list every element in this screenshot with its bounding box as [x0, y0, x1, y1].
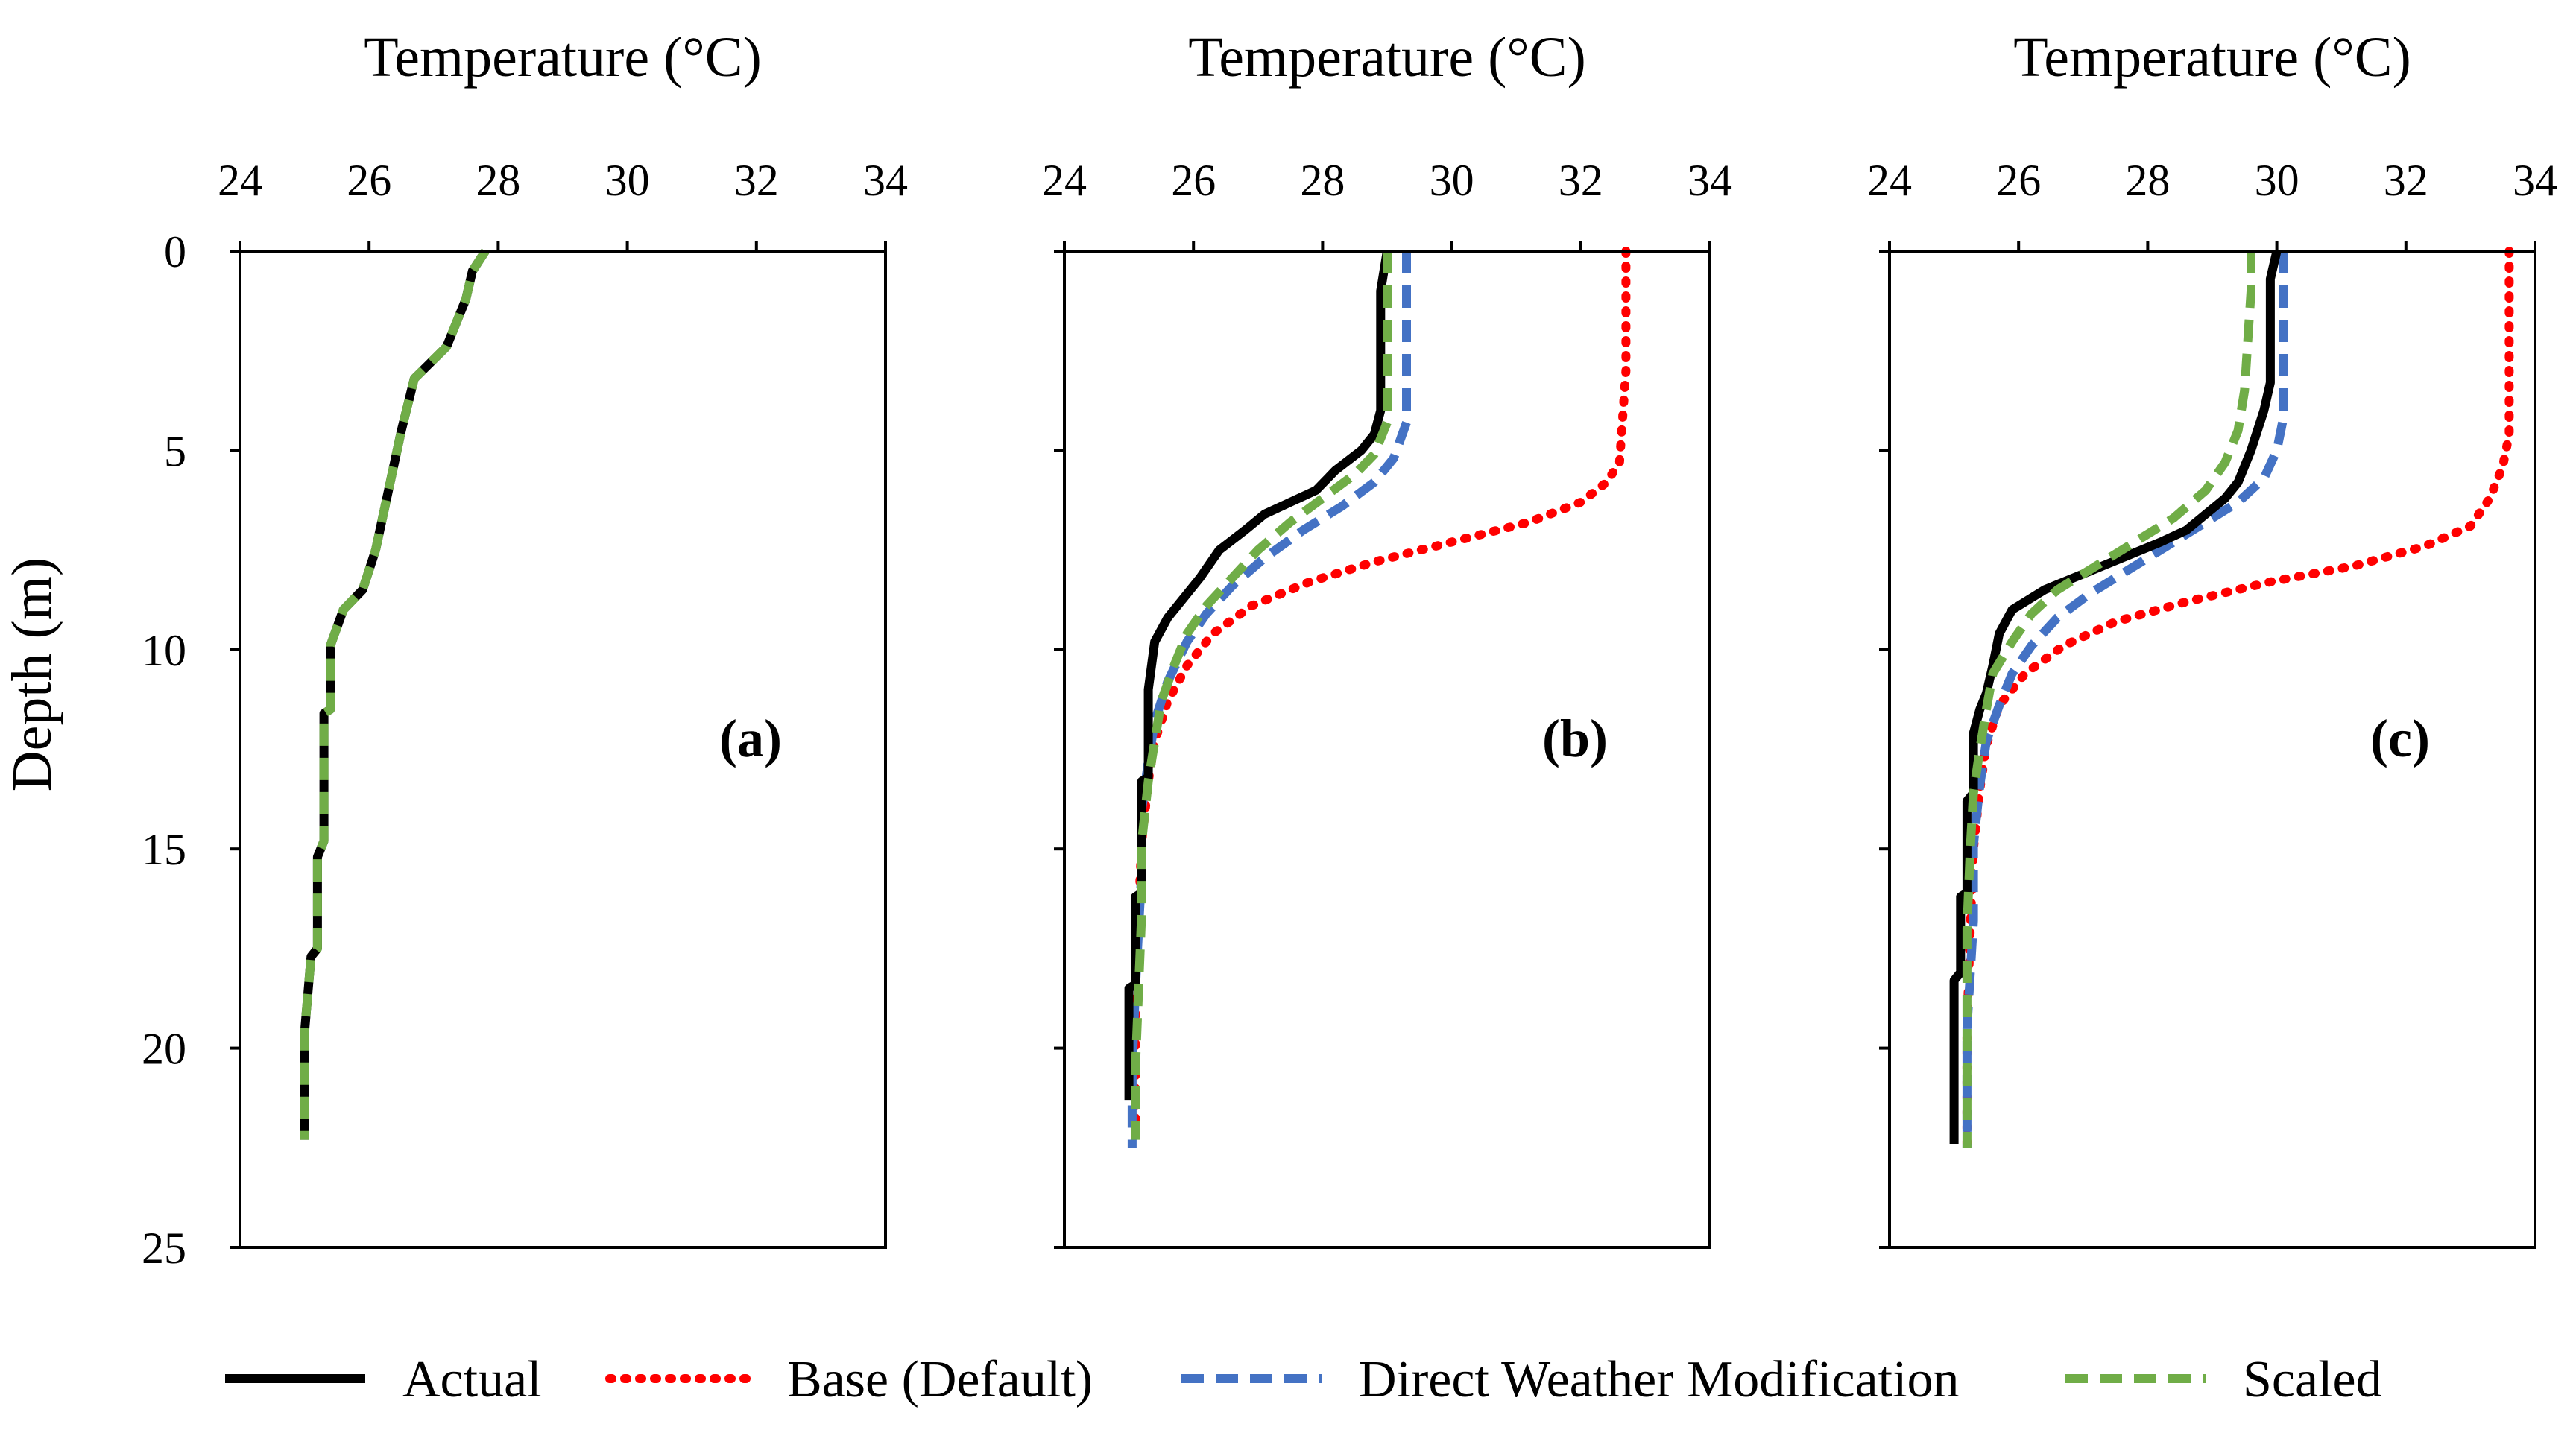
series-line-scaled [1962, 251, 2255, 1148]
plot-frame [239, 250, 887, 1249]
legend: Actual Base (Default) Direct Weather Modif… [225, 1351, 2382, 1408]
legend-entry-direct-weather-modification: Direct Weather Modification [1181, 1351, 1960, 1408]
x-tick-label: 34 [1688, 156, 1732, 205]
panels: Temperature (°C) 24 26 28 30 32 34 0 5 10 15 20 25 (a… [142, 26, 2557, 1273]
y-tick-label: 20 [142, 1025, 186, 1074]
panel-label: (b) [1542, 709, 1608, 768]
x-tick-label: 28 [476, 156, 520, 205]
chart-panel-1: Temperature (°C) 24 26 28 30 32 34 0 5 10 15 20 25 (a… [142, 26, 908, 1273]
legend-entry-base-default: Base (Default) [605, 1351, 1093, 1408]
chart-panel-2: Temperature (°C) 24 26 28 30 32 34 (b) [1042, 26, 1732, 1249]
legend-label: Base (Default) [787, 1351, 1093, 1408]
legend-label: Direct Weather Modification [1359, 1351, 1960, 1408]
y-tick-label: 5 [164, 426, 186, 475]
series-line-scaled [1131, 251, 1392, 1140]
x-tick-label: 30 [605, 156, 650, 205]
x-tick-label: 26 [347, 156, 391, 205]
y-tick-label: 0 [164, 227, 186, 276]
series-line-base-default [1962, 247, 2514, 1153]
x-tick-label: 32 [734, 156, 779, 205]
x-axis-title: Temperature (°C) [2013, 26, 2411, 89]
plot-frame [1888, 250, 2536, 1249]
x-tick-label: 30 [2255, 156, 2299, 205]
x-tick-label: 24 [1867, 156, 1912, 205]
x-tick-label: 34 [2513, 156, 2557, 205]
series-line-scaled [300, 248, 490, 1140]
plot-frame [1063, 250, 1711, 1249]
x-tick-label: 24 [1042, 156, 1087, 205]
panel-label: (a) [719, 709, 782, 768]
x-tick-label: 26 [1171, 156, 1216, 205]
x-tick-label: 28 [1300, 156, 1345, 205]
series-line-direct-weather-modification [1962, 251, 2288, 1148]
x-tick-label: 30 [1430, 156, 1474, 205]
legend-label: Actual [402, 1351, 542, 1408]
legend-label: Scaled [2243, 1351, 2382, 1408]
chart-panel-3: Temperature (°C) 24 26 28 30 32 34 (c) [1867, 26, 2557, 1249]
x-tick-label: 24 [218, 156, 262, 205]
x-tick-label: 32 [2384, 156, 2428, 205]
panel-label: (c) [2370, 709, 2430, 768]
x-tick-label: 28 [2125, 156, 2170, 205]
series-line-direct-weather-modification [1127, 251, 1411, 1148]
legend-entry-scaled: Scaled [2065, 1351, 2382, 1408]
y-tick-label: 25 [142, 1224, 186, 1273]
legend-entry-actual: Actual [225, 1351, 542, 1408]
x-tick-label: 26 [1996, 156, 2041, 205]
y-tick-label: 10 [142, 626, 186, 675]
y-axis-title: Depth (m) [1, 557, 63, 791]
x-axis-title: Temperature (°C) [1188, 26, 1586, 89]
x-axis-title: Temperature (°C) [364, 26, 762, 89]
x-tick-label: 34 [863, 156, 908, 205]
y-tick-label: 15 [142, 825, 186, 874]
x-tick-label: 32 [1559, 156, 1603, 205]
